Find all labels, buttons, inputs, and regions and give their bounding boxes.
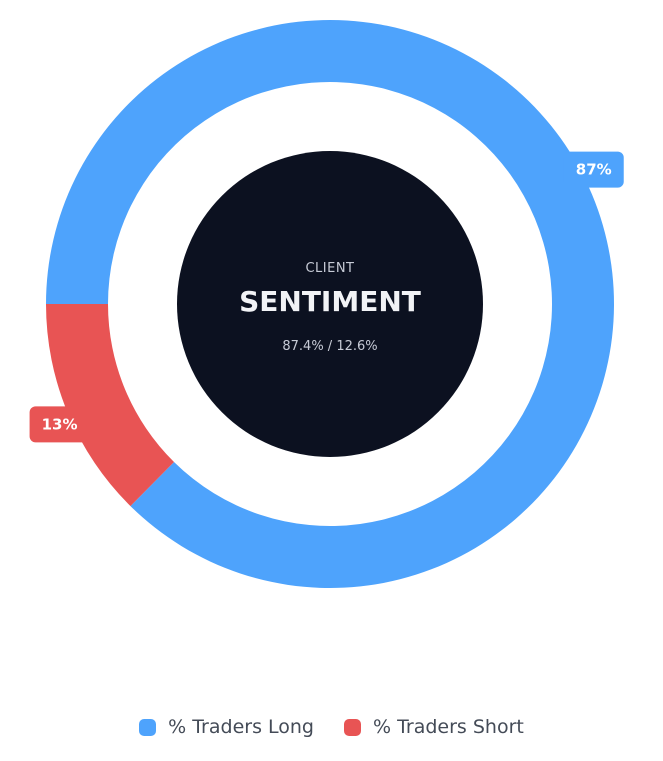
legend-swatch-short (343, 718, 361, 736)
legend-item-short[interactable]: % Traders Short (343, 716, 524, 738)
legend-item-long[interactable]: % Traders Long (139, 716, 314, 738)
center-subtitle: 87.4% / 12.6% (282, 339, 377, 354)
center-disc (177, 151, 483, 457)
legend-swatch-long (139, 718, 157, 736)
data-label-box (29, 406, 90, 443)
sentiment-donut-chart: CLIENT SENTIMENT 87.4% / 12.6% 87% 13% (29, 20, 624, 589)
legend-label-long: % Traders Long (168, 716, 314, 738)
data-label-text: 87% (576, 161, 612, 179)
data-label-long: 87% (563, 151, 624, 188)
legend-label-short: % Traders Short (372, 716, 524, 738)
slice-traders-short[interactable] (46, 304, 175, 507)
center-eyebrow: CLIENT (305, 261, 354, 276)
donut-slices (46, 20, 614, 589)
chart-legend: % Traders Long % Traders Short (0, 716, 663, 738)
data-label-box (563, 151, 624, 188)
data-label-short: 13% (29, 406, 90, 443)
data-label-text: 13% (42, 415, 78, 433)
data-labels: 87% 13% (29, 151, 624, 443)
center-title: SENTIMENT (239, 285, 421, 318)
